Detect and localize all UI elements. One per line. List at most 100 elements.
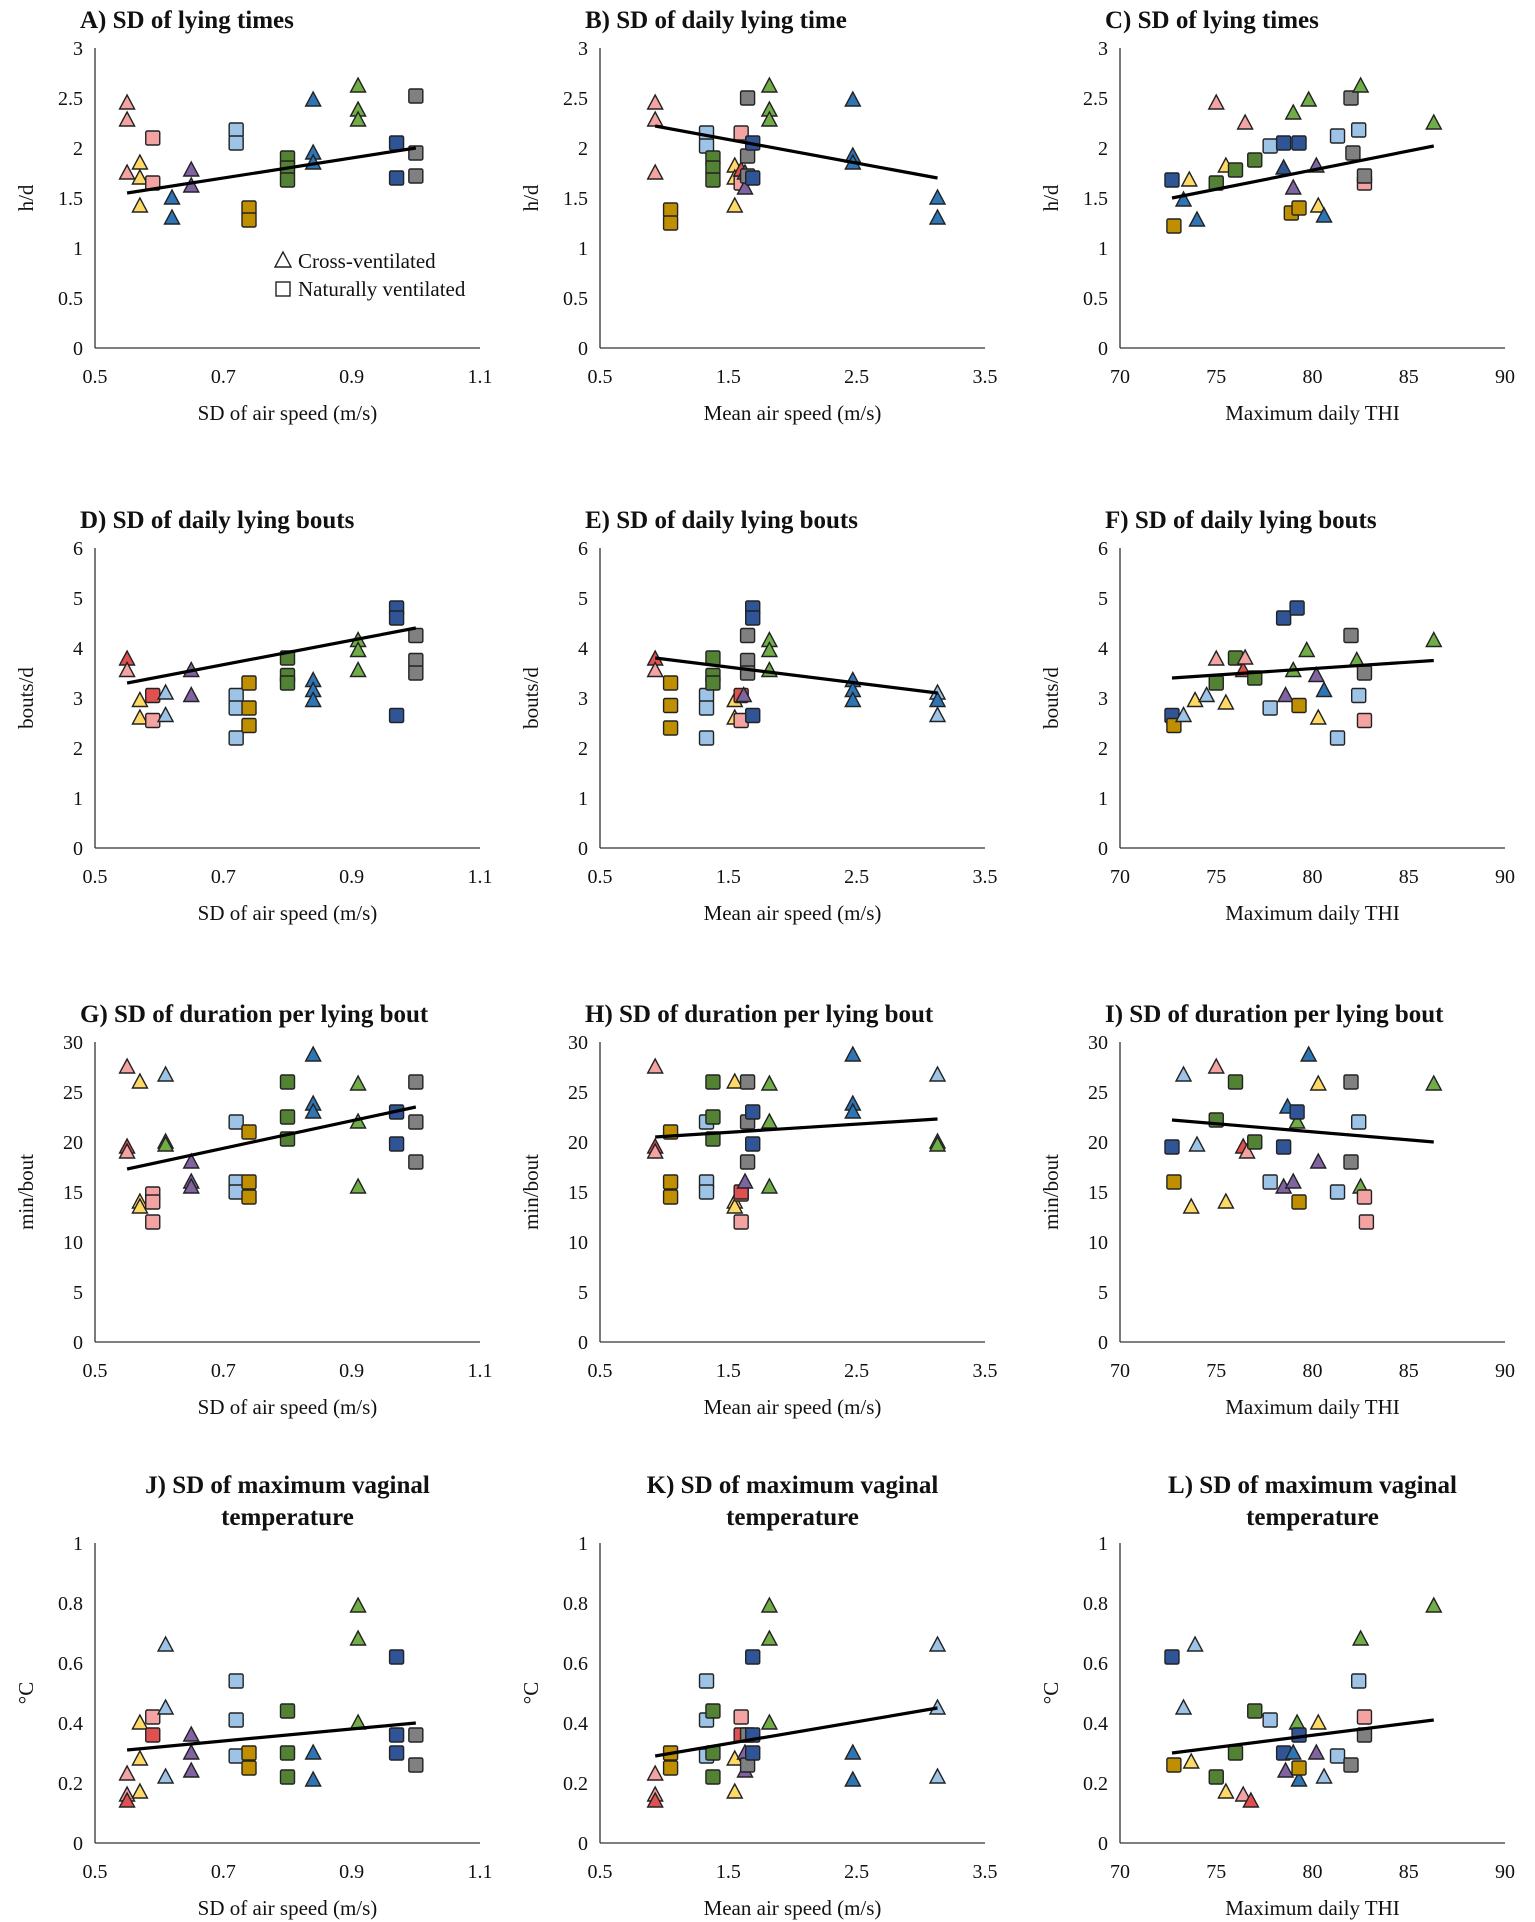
square-marker [662, 697, 679, 714]
x-tick-label: 85 [1399, 1360, 1419, 1382]
y-tick-label: 1.5 [1083, 188, 1108, 210]
square-marker [1164, 1649, 1180, 1665]
x-tick-label: 1.5 [716, 366, 741, 388]
y-tick-label: 0.2 [58, 1773, 83, 1795]
y-axis-label: °C [519, 1682, 543, 1704]
x-tick-label: 0.7 [211, 866, 236, 888]
chart-title: D) SD of daily lying bouts [80, 507, 355, 534]
triangle-marker [131, 168, 149, 185]
triangle-marker [182, 1152, 200, 1169]
triangle-marker [349, 110, 367, 127]
y-tick-label: 3 [578, 688, 588, 710]
y-tick-label: 0.5 [1083, 288, 1108, 310]
x-tick-label: 0.5 [588, 1360, 613, 1382]
x-tick-label: 80 [1303, 866, 1323, 888]
square-marker [408, 1757, 424, 1773]
triangle-marker [156, 1135, 175, 1152]
triangle-marker [349, 1596, 367, 1613]
x-tick-label: 2.5 [844, 866, 869, 888]
y-tick-label: 0 [73, 1332, 83, 1354]
y-tick-label: 2.5 [58, 88, 83, 110]
x-tick-label: 70 [1110, 866, 1130, 888]
square-marker [1275, 610, 1292, 626]
y-tick-label: 2.5 [563, 88, 588, 110]
square-marker [241, 1745, 257, 1761]
y-tick-label: 6 [578, 538, 588, 560]
y-tick-label: 0 [1098, 838, 1108, 860]
square-marker [739, 627, 756, 644]
y-tick-label: 1 [73, 1533, 83, 1555]
triangle-marker [131, 153, 149, 170]
triangle-marker [1234, 1785, 1252, 1802]
x-tick-label: 1.1 [468, 1360, 493, 1382]
square-marker [1329, 1748, 1346, 1764]
y-tick-label: 1 [578, 1533, 588, 1555]
triangle-marker [131, 691, 149, 708]
square-marker [388, 135, 405, 151]
y-tick-label: 1 [578, 788, 588, 810]
square-marker [228, 1748, 244, 1764]
trend-line [126, 1721, 416, 1752]
y-tick-label: 15 [1088, 1182, 1108, 1204]
square-marker [279, 675, 296, 691]
triangle-marker [646, 1142, 664, 1159]
triangle-marker [646, 1057, 664, 1074]
square-marker [1275, 1139, 1292, 1155]
triangle-marker [844, 1102, 862, 1119]
square-marker [228, 135, 244, 151]
square-marker [145, 1194, 161, 1210]
triangle-marker [1188, 1135, 1206, 1152]
triangle-marker [118, 110, 136, 127]
y-tick-label: 15 [63, 1182, 83, 1204]
square-marker [228, 1712, 244, 1728]
triangle-marker [1290, 1770, 1308, 1787]
y-tick-label: 0.6 [1083, 1653, 1108, 1675]
triangle-marker [928, 1698, 947, 1715]
square-marker [1289, 1104, 1305, 1120]
triangle-marker [349, 661, 367, 678]
triangle-marker [928, 1635, 947, 1652]
square-marker [241, 212, 257, 228]
square-marker [739, 90, 756, 106]
square-marker [745, 1104, 761, 1120]
triangle-marker [928, 706, 947, 723]
y-axis-label: min/bout [14, 1154, 38, 1230]
triangle-marker [182, 1177, 200, 1194]
square-marker [745, 170, 761, 186]
square-marker [1247, 1134, 1263, 1150]
square-marker [1164, 1139, 1180, 1155]
y-axis-label: min/bout [1039, 1154, 1063, 1230]
triangle-marker [844, 1743, 862, 1760]
x-tick-label: 0.9 [339, 1861, 364, 1883]
triangle-marker [1315, 206, 1333, 223]
x-tick-label: 70 [1110, 366, 1130, 388]
y-tick-label: 0 [73, 838, 83, 860]
square-marker [739, 148, 756, 164]
square-marker [1166, 1757, 1182, 1773]
square-marker [1343, 1757, 1359, 1773]
legend-square-marker [275, 281, 291, 297]
square-marker [1227, 1074, 1244, 1090]
square-marker [705, 675, 721, 691]
square-marker [1329, 730, 1346, 746]
square-marker [1247, 1703, 1263, 1719]
triangle-marker [1299, 1045, 1318, 1062]
square-marker [1343, 1154, 1359, 1170]
y-tick-label: 20 [1088, 1132, 1108, 1154]
triangle-marker [131, 1782, 149, 1799]
triangle-marker [1284, 178, 1302, 195]
square-marker [1262, 1712, 1278, 1728]
y-tick-label: 5 [1098, 588, 1108, 610]
triangle-marker [304, 1770, 322, 1787]
triangle-marker [928, 208, 947, 225]
triangle-marker [118, 163, 136, 180]
y-axis-label: bouts/d [519, 667, 543, 729]
legend-triangle-marker [273, 250, 293, 268]
x-tick-label: 0.7 [211, 1360, 236, 1382]
triangle-marker [182, 1761, 200, 1778]
x-tick-label: 1.1 [468, 1861, 493, 1883]
square-marker [145, 712, 161, 729]
triangle-marker [760, 1629, 779, 1646]
triangle-marker [1309, 1152, 1327, 1169]
square-marker [662, 1760, 679, 1776]
